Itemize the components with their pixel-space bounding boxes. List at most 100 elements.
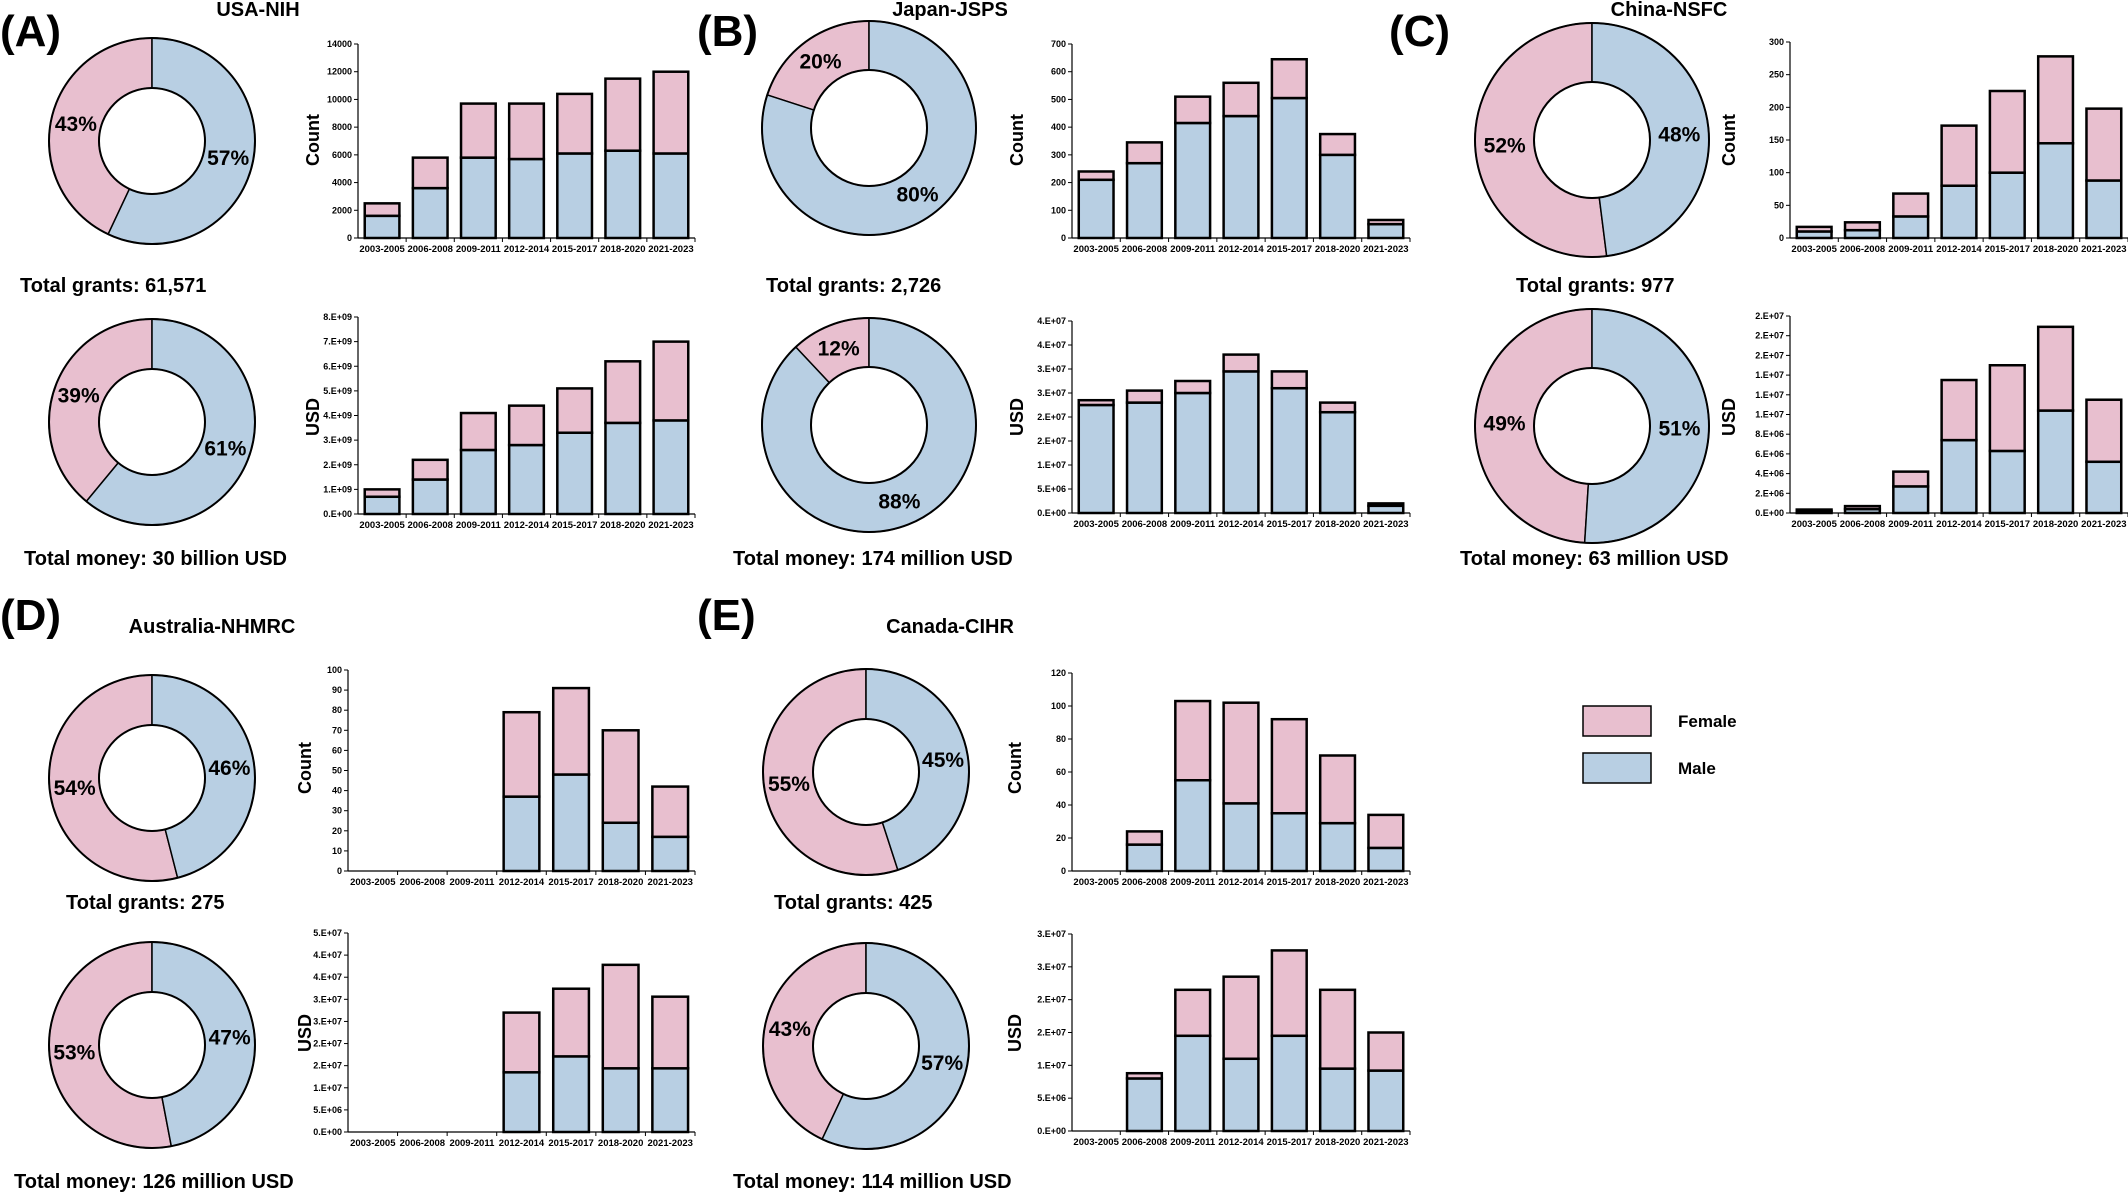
y-tick-label: 2.E+07 bbox=[1037, 436, 1066, 446]
y-tick-label: 1.E+07 bbox=[1755, 390, 1784, 400]
bar-female bbox=[1367, 813, 1405, 850]
bar-male bbox=[556, 431, 594, 516]
bar-female bbox=[1125, 389, 1164, 404]
y-tick-label: 2.E+07 bbox=[1755, 350, 1784, 360]
bar-male bbox=[2036, 142, 2075, 240]
total-caption: Total grants: 425 bbox=[774, 892, 933, 914]
y-tick-label: 80 bbox=[332, 705, 342, 715]
y-tick-label: 50 bbox=[332, 766, 342, 776]
x-tick-label: 2021-2023 bbox=[1363, 244, 1408, 255]
y-tick-label: 0 bbox=[347, 233, 352, 243]
y-axis-title: Count bbox=[295, 742, 315, 794]
y-tick-label: 0 bbox=[1061, 233, 1066, 243]
y-tick-label: 3.E+07 bbox=[1037, 962, 1066, 972]
panel-b: (B) Japan-JSPS 20% 80% Total grants: 2,726 12… bbox=[697, 0, 1411, 570]
panel-title: Japan-JSPS bbox=[892, 0, 1008, 21]
panel-letter: (A) bbox=[0, 7, 61, 56]
y-tick-label: 3.E+07 bbox=[313, 994, 342, 1004]
x-tick-label: 2003-2005 bbox=[1073, 519, 1119, 530]
y-tick-label: 0 bbox=[337, 866, 342, 876]
bar-male bbox=[556, 152, 594, 240]
bar-female bbox=[1795, 225, 1833, 233]
grants-donut-chart: 54% 46% Total grants: 275 bbox=[48, 674, 256, 914]
y-tick-label: 2.E+07 bbox=[313, 1039, 342, 1049]
bar-male bbox=[651, 835, 690, 873]
y-tick-label: 2.E+07 bbox=[313, 1061, 342, 1071]
y-tick-label: 2.E+07 bbox=[1037, 1028, 1066, 1038]
male-percent-label: 47% bbox=[209, 1027, 251, 1050]
donut-hole bbox=[810, 69, 928, 187]
y-tick-label: 10 bbox=[332, 846, 342, 856]
grants-donut-chart: 52% 48% Total grants: 977 bbox=[1474, 22, 1710, 297]
y-tick-label: 4.E+07 bbox=[313, 972, 342, 982]
y-tick-label: 80 bbox=[1056, 734, 1066, 744]
panel-title: Canada-CIHR bbox=[886, 616, 1014, 638]
donut-outline bbox=[48, 674, 256, 882]
y-axis-title: Count bbox=[1005, 742, 1025, 794]
female-percent-label: 53% bbox=[53, 1041, 95, 1064]
y-tick-label: 1.E+07 bbox=[1755, 370, 1784, 380]
y-tick-label: 5.E+06 bbox=[313, 1105, 342, 1115]
bar-female bbox=[1222, 975, 1260, 1061]
y-tick-label: 14000 bbox=[327, 39, 352, 49]
bar-female bbox=[1270, 949, 1308, 1038]
x-tick-label: 2018-2020 bbox=[600, 520, 645, 531]
x-tick-label: 2018-2020 bbox=[1315, 1137, 1360, 1148]
panel-title: China-NSFC bbox=[1611, 0, 1728, 21]
bar-male bbox=[1367, 846, 1405, 873]
y-tick-label: 60 bbox=[1056, 767, 1066, 777]
bar-male bbox=[1318, 153, 1357, 240]
bar-female bbox=[604, 360, 642, 425]
donut-hole bbox=[98, 87, 206, 195]
y-tick-label: 100 bbox=[1051, 205, 1066, 215]
bar-female bbox=[1988, 89, 2026, 174]
x-tick-label: 2009-2011 bbox=[1170, 877, 1216, 888]
x-tick-label: 2015-2017 bbox=[1985, 519, 2030, 530]
y-tick-label: 90 bbox=[332, 685, 342, 695]
y-tick-label: 1.E+07 bbox=[1037, 460, 1066, 470]
x-tick-label: 2006-2008 bbox=[1122, 877, 1167, 888]
bar-male bbox=[507, 443, 546, 516]
bar-male bbox=[1892, 485, 1930, 515]
bar-female bbox=[652, 70, 690, 155]
bar-male bbox=[1174, 121, 1212, 240]
y-tick-label: 2000 bbox=[332, 205, 352, 215]
female-percent-label: 49% bbox=[1484, 412, 1526, 435]
bar-male bbox=[2085, 460, 2123, 515]
donut-outline bbox=[48, 941, 256, 1149]
panel-d: (D) Australia-NHMRC 54% 46% Total grants: 27… bbox=[0, 591, 696, 1193]
bar-female bbox=[1318, 401, 1357, 414]
money-donut-chart: 12% 88% Total money: 174 million USD bbox=[733, 317, 1013, 570]
x-tick-label: 2018-2020 bbox=[1315, 244, 1360, 255]
bar-male bbox=[1125, 161, 1164, 240]
y-tick-label: 0.E+00 bbox=[1037, 508, 1066, 518]
y-tick-label: 8.E+06 bbox=[1755, 429, 1784, 439]
bar-male bbox=[1270, 386, 1308, 515]
total-caption: Total money: 63 million USD bbox=[1460, 548, 1729, 570]
y-tick-label: 0.E+00 bbox=[313, 1127, 342, 1137]
bar-female bbox=[1174, 95, 1212, 125]
donut-outline bbox=[761, 20, 977, 236]
grants-donut-chart: 20% 80% Total grants: 2,726 bbox=[761, 20, 977, 297]
legend-label-female: Female bbox=[1678, 712, 1737, 731]
x-tick-label: 2003-2005 bbox=[359, 244, 405, 255]
y-tick-label: 3.E+07 bbox=[1037, 388, 1066, 398]
x-tick-label: 2006-2008 bbox=[1122, 244, 1167, 255]
donut-outline bbox=[1474, 22, 1710, 258]
legend-swatch-male bbox=[1582, 752, 1652, 784]
donut-outline bbox=[761, 317, 977, 533]
bar-female bbox=[556, 387, 594, 434]
y-tick-label: 300 bbox=[1051, 150, 1066, 160]
y-tick-label: 200 bbox=[1769, 102, 1784, 112]
female-percent-label: 43% bbox=[769, 1018, 811, 1041]
x-tick-label: 2003-2005 bbox=[350, 1138, 396, 1149]
x-tick-label: 2012-2014 bbox=[499, 1138, 545, 1149]
y-tick-label: 4000 bbox=[332, 178, 352, 188]
y-tick-label: 8000 bbox=[332, 122, 352, 132]
count-bar-chart: 0 50 100 150 200 250 300 Count 2003-2005 2006-200… bbox=[1719, 37, 2128, 255]
x-tick-label: 2009-2011 bbox=[1170, 1137, 1216, 1148]
bar-male bbox=[652, 419, 690, 516]
bar-male bbox=[459, 448, 497, 516]
